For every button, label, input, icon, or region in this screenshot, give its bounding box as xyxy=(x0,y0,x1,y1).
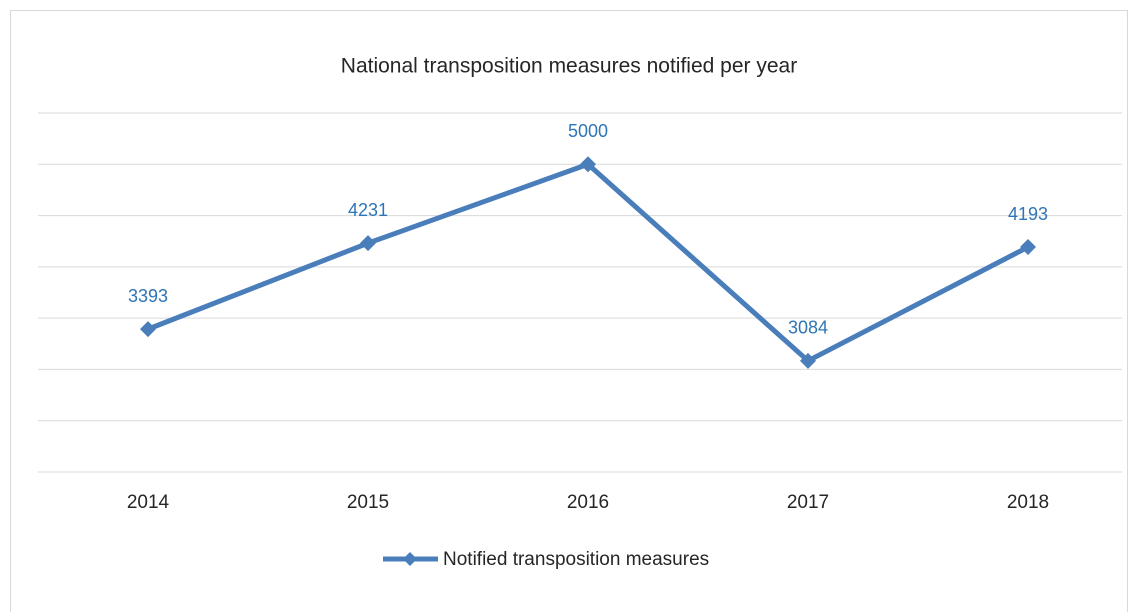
data-label: 4193 xyxy=(1008,204,1048,224)
data-point xyxy=(140,321,156,338)
data-point xyxy=(360,235,376,252)
chart-border xyxy=(10,10,1128,612)
data-point xyxy=(1020,239,1036,256)
x-tick-label: 2017 xyxy=(787,492,829,513)
x-tick-label: 2018 xyxy=(1007,492,1049,513)
data-point xyxy=(580,156,596,173)
data-label: 3084 xyxy=(788,318,828,338)
legend-label: Notified transposition measures xyxy=(443,549,709,570)
data-label: 5000 xyxy=(568,121,608,141)
data-label: 3393 xyxy=(128,286,168,306)
x-tick-label: 2015 xyxy=(347,492,389,513)
data-point xyxy=(800,352,816,369)
x-tick-label: 2016 xyxy=(567,492,609,513)
chart-title: National transposition measures notified… xyxy=(341,55,797,78)
x-tick-label: 2014 xyxy=(127,492,170,513)
legend-marker xyxy=(403,552,417,566)
data-label: 4231 xyxy=(348,200,388,220)
